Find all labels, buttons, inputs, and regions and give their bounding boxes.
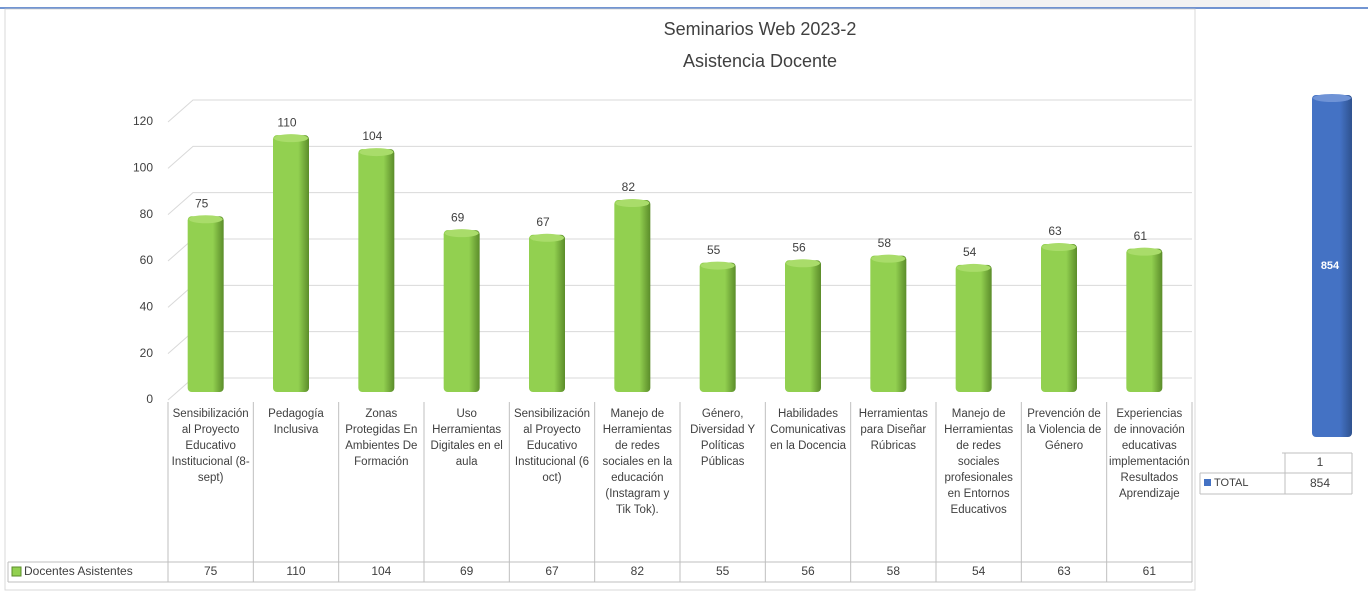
bar-cap [1127,247,1162,256]
category-cell: Manejo de Herramientas de redes sociales… [944,408,1014,516]
y-tick-label: 40 [140,300,154,314]
bar-cap [956,263,991,272]
data-label: 61 [1134,229,1148,243]
table-value: 854 [1310,476,1330,490]
bar [529,234,565,392]
bar-cap [359,148,394,157]
table-value: 55 [716,564,730,578]
table-value: 56 [801,564,815,578]
bar-cap [786,259,820,268]
bar [699,262,736,392]
table-value: 58 [887,564,901,578]
x-tick-label: Manejo de Herramientas de redes sociales… [944,408,1014,516]
x-tick-label: Uso Herramientas Digitales en el aula [430,408,503,468]
grid-line [167,99,1192,123]
bar [1126,248,1163,392]
bar-cap [274,134,308,143]
table-value: 63 [1057,564,1071,578]
table-value: 61 [1143,564,1157,578]
bar [785,260,821,392]
category-cell: Habilidades Comunicativas en la Docencia [769,408,847,452]
x-tick-label: 1 [1317,455,1324,469]
legend-key [11,566,22,577]
grid-line [167,145,1192,169]
data-label: 67 [536,215,550,229]
ribbon-strip [980,0,1270,8]
data-label: 55 [707,243,721,257]
bar [443,230,480,392]
category-cell: Manejo de Herramientas de redes sociales… [602,408,673,516]
category-cell: Sensibilización al Proyecto Educativo In… [513,408,591,484]
data-label: 69 [451,210,465,224]
x-tick-label: Herramientas para Diseñar Rúbricas [858,408,928,452]
category-cell: Uso Herramientas Digitales en el aula [430,408,503,468]
grid-line [167,192,1192,216]
y-tick-label: 120 [133,114,153,128]
table-value: 75 [204,564,218,578]
y-tick-label: 80 [140,207,154,221]
bar-cap [530,233,564,242]
bar [358,149,395,392]
bar-cap [1313,94,1351,102]
bar-cap [615,199,650,208]
bar-cap [444,229,479,238]
x-tick-label: Sensibilización al Proyecto Educativo In… [513,408,591,484]
table-value: 54 [972,564,986,578]
bar [614,200,651,392]
table-value: 69 [460,564,474,578]
bar-cap [1042,243,1076,252]
legend-label: TOTAL [1214,477,1248,489]
data-label: 58 [878,236,892,250]
legend-label: Docentes Asistentes [24,564,133,578]
category-cell: Género, Diversidad Y Políticas Públicas [690,408,756,468]
data-label: 63 [1048,224,1062,238]
x-tick-label: Habilidades Comunicativas en la Docencia [769,408,847,452]
category-cell: Prevención de la Violencia de Género [1026,408,1102,452]
chart-subtitle: Asistencia Docente [683,51,837,71]
data-label: 82 [622,180,636,194]
y-tick-label: 20 [140,346,154,360]
x-tick-label: Prevención de la Violencia de Género [1026,408,1102,452]
table-value: 104 [371,564,391,578]
data-label: 110 [277,115,296,129]
data-label: 104 [362,129,382,143]
data-label: 56 [792,240,806,254]
y-tick-label: 0 [146,392,153,406]
category-cell: Herramientas para Diseñar Rúbricas [858,408,928,452]
data-label: 54 [963,245,977,259]
category-cell: Sensibilización al Proyecto Educativo In… [171,408,250,484]
y-tick-label: 60 [140,253,154,267]
table-value: 110 [286,564,305,578]
bar [870,255,907,392]
x-tick-label: Experiencias de innovación educativas im… [1109,408,1190,500]
chart-frame [4,8,1196,591]
data-label: 75 [195,196,209,210]
bar [955,264,992,392]
table-value: 82 [631,564,645,578]
x-tick-label: Zonas Protegidas En Ambientes De Formaci… [345,408,418,468]
bar-cap [700,261,735,270]
bar-cap [188,215,223,224]
category-cell: Zonas Protegidas En Ambientes De Formaci… [345,408,418,468]
bar [1312,95,1352,437]
category-cell: Pedagogía Inclusiva [268,408,324,436]
chart-title: Seminarios Web 2023-2 [664,19,857,39]
legend-key [1204,479,1211,486]
category-cell: Experiencias de innovación educativas im… [1109,408,1190,500]
bar-cap [871,254,906,263]
y-tick-label: 100 [133,161,153,175]
x-tick-label: Pedagogía Inclusiva [268,408,324,436]
bar [273,135,309,392]
bar [1041,244,1077,392]
x-tick-label: Manejo de Herramientas de redes sociales… [602,408,673,516]
data-label: 854 [1321,260,1340,272]
bar [187,216,224,392]
x-tick-label: Sensibilización al Proyecto Educativo In… [171,408,250,484]
x-tick-label: Género, Diversidad Y Políticas Públicas [690,408,756,468]
table-value: 67 [545,564,559,578]
